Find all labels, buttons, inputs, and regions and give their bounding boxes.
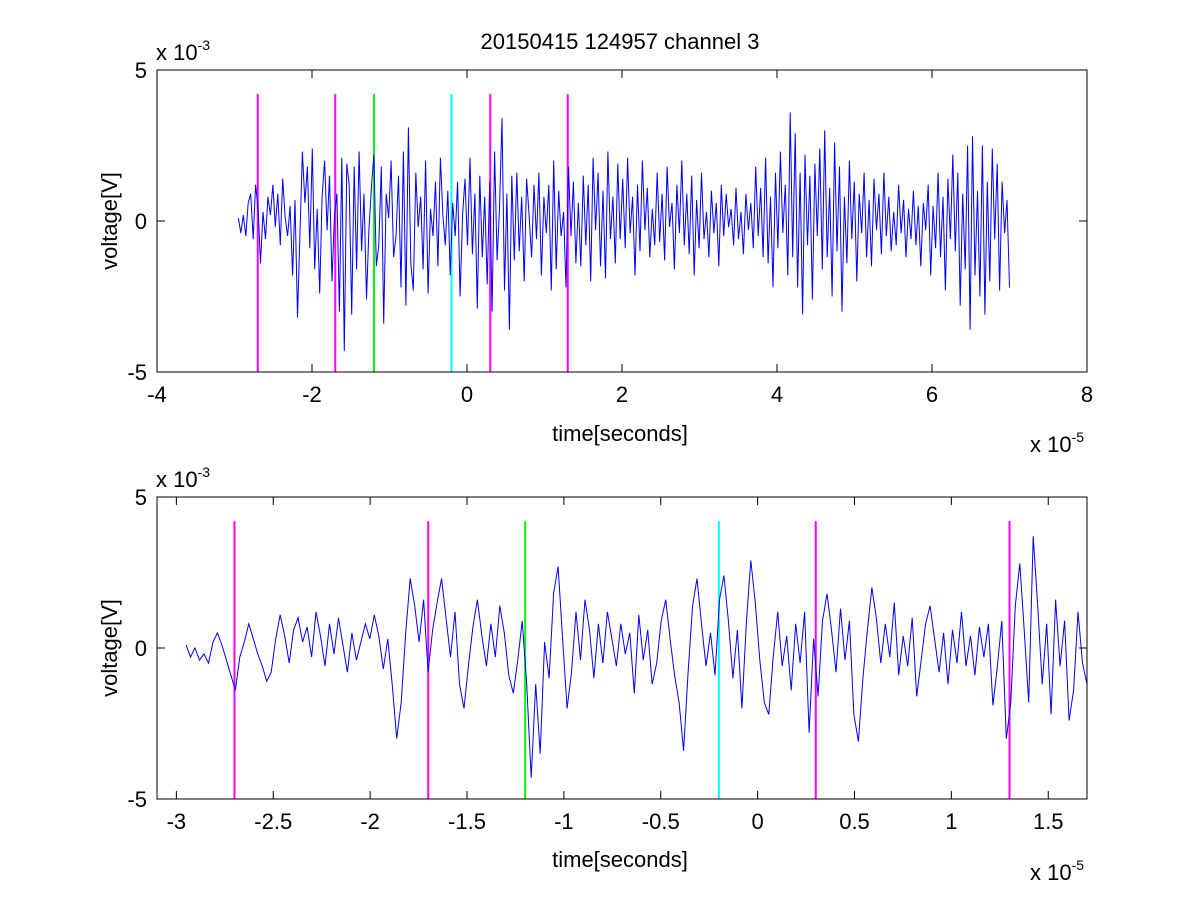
voltage-trace-bottom [185, 536, 1088, 778]
x-tick-label-top-6: 8 [1081, 382, 1093, 407]
x-tick-label-bottom-1: -2.5 [254, 809, 292, 834]
x-tick-label-top-1: -2 [302, 382, 322, 407]
x-tick-label-bottom-5: -0.5 [642, 809, 680, 834]
y-tick-label-top-2: 5 [135, 58, 147, 83]
x-tick-label-top-3: 2 [616, 382, 628, 407]
y-tick-label-top-1: 0 [135, 209, 147, 234]
plot-panel-bottom: -3 -2.5 -2 -1.5 -1 -0.5 0 0.5 1 1.5 -5 0 5 time[sec… [97, 464, 1088, 885]
x-tick-label-bottom-6: 0 [752, 809, 764, 834]
x-tick-label-top-5: 6 [926, 382, 938, 407]
x-ticks-top: -4 -2 0 2 4 6 8 [147, 70, 1093, 407]
x-tick-label-bottom-7: 0.5 [839, 809, 870, 834]
x-tick-label-bottom-2: -2 [360, 809, 380, 834]
y-axis-label-top: voltage[V] [97, 172, 122, 270]
y-tick-label-bottom-1: 0 [135, 636, 147, 661]
y-ticks-top: -5 0 5 [127, 58, 1087, 385]
plot-panel-top: -4 -2 0 2 4 6 8 -505 time[seconds] voltage[V] … [97, 37, 1093, 457]
x-tick-label-bottom-8: 1 [945, 809, 957, 834]
y-ticks-bottom: -5 0 5 [127, 485, 1087, 812]
x-tick-label-bottom-4: -1 [554, 809, 574, 834]
x-tick-label-top-4: 4 [771, 382, 783, 407]
y-tick-label-bottom-2: 5 [135, 485, 147, 510]
y-exponent-bottom: x 10-3 [156, 464, 210, 492]
x-tick-label-bottom-0: -3 [167, 809, 187, 834]
x-tick-label-bottom-3: -1.5 [448, 809, 486, 834]
plot-area-top [157, 70, 1087, 372]
x-axis-label-bottom: time[seconds] [552, 847, 688, 872]
figure-title: 20150415 124957 channel 3 [481, 29, 760, 54]
plot-area-bottom [157, 497, 1087, 799]
x-tick-label-bottom-9: 1.5 [1033, 809, 1064, 834]
x-exponent-top: x 10-5 [1030, 429, 1084, 457]
y-tick-label-top-0: -5 [127, 360, 147, 385]
x-axis-label-top: time[seconds] [552, 421, 688, 446]
x-tick-label-top-0: -4 [147, 382, 167, 407]
y-exponent-top: x 10-3 [156, 37, 210, 65]
y-axis-label-bottom: voltage[V] [97, 599, 122, 697]
x-exponent-bottom: x 10-5 [1030, 857, 1084, 885]
y-tick-label-bottom-0: -5 [127, 787, 147, 812]
voltage-trace-top [237, 112, 1010, 351]
x-ticks-bottom: -3 -2.5 -2 -1.5 -1 -0.5 0 0.5 1 1.5 [167, 497, 1064, 834]
x-tick-label-top-2: 0 [461, 382, 473, 407]
